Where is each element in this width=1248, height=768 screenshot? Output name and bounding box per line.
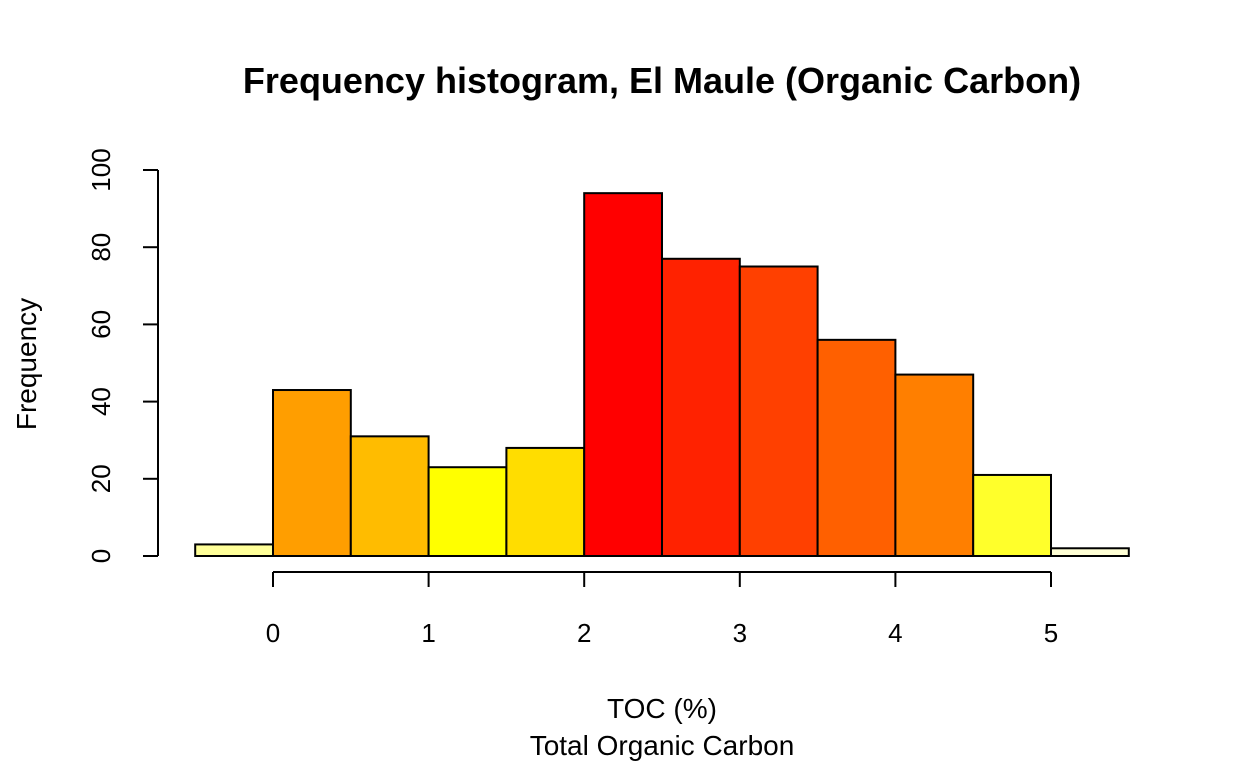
x-tick-label-4: 4 xyxy=(888,618,902,648)
x-tick-label-5: 5 xyxy=(1044,618,1058,648)
y-tick-label-0: 0 xyxy=(86,549,116,563)
x-tick-label-3: 3 xyxy=(733,618,747,648)
histogram-bar-11 xyxy=(1050,547,1130,558)
histogram-bar-6 xyxy=(661,257,741,557)
bars-group xyxy=(194,192,1130,558)
histogram-bar-0 xyxy=(194,543,274,557)
y-tick-label-100: 100 xyxy=(86,148,116,191)
histogram-bar-1 xyxy=(272,389,352,557)
histogram-bar-8 xyxy=(816,338,897,557)
x-tick-label-0: 0 xyxy=(266,618,280,648)
histogram-bar-2 xyxy=(349,435,430,557)
histogram-bar-3 xyxy=(427,466,508,557)
histogram-bar-10 xyxy=(972,473,1053,557)
histogram-bar-7 xyxy=(738,265,819,557)
x-tick-label-2: 2 xyxy=(577,618,591,648)
histogram-bar-4 xyxy=(505,446,586,558)
x-tick-label-1: 1 xyxy=(421,618,435,648)
y-tick-label-20: 20 xyxy=(86,464,116,493)
y-tick-label-80: 80 xyxy=(86,233,116,262)
histogram-bar-5 xyxy=(583,192,664,557)
x-axis: 0 1 2 3 4 5 xyxy=(266,571,1058,648)
y-axis-label: Frequency xyxy=(11,298,42,430)
chart-title: Frequency histogram, El Maule (Organic C… xyxy=(243,60,1081,101)
y-axis: 0 20 40 60 80 100 xyxy=(86,148,159,563)
y-tick-label-60: 60 xyxy=(86,310,116,339)
histogram-bar-9 xyxy=(894,373,975,557)
x-axis-label: TOC (%) xyxy=(607,693,717,724)
y-tick-label-40: 40 xyxy=(86,387,116,416)
x-axis-sublabel: Total Organic Carbon xyxy=(530,730,795,761)
